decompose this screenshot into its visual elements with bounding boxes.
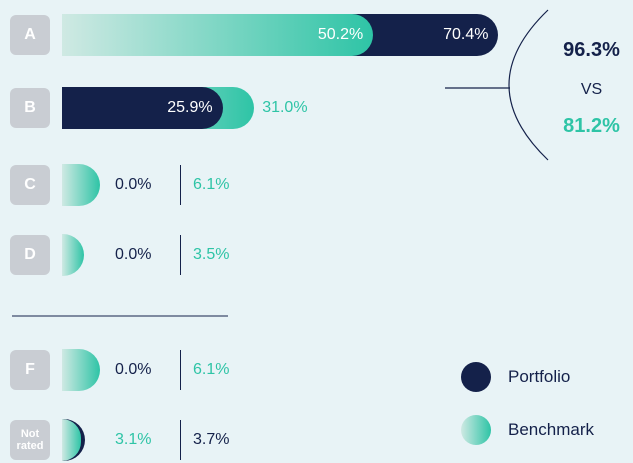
label-separator [180, 350, 181, 390]
summary-benchmark: 81.2% [563, 115, 620, 137]
bar [62, 234, 84, 276]
category-badge: A [10, 15, 50, 55]
value-label: 0.0% [115, 176, 152, 193]
summary-portfolio: 96.3% [563, 39, 620, 61]
bar [62, 419, 82, 461]
bar [62, 164, 100, 206]
category-badge: D [10, 235, 50, 275]
value-label: 25.9% [167, 99, 213, 116]
bar [62, 14, 374, 56]
category-badge: Not rated [10, 420, 50, 460]
bar [62, 349, 100, 391]
value-label: 0.0% [115, 361, 152, 378]
summary-arc [508, 9, 549, 161]
category-badge: B [10, 88, 50, 128]
label-separator [180, 165, 181, 205]
value-label: 50.2% [317, 26, 364, 43]
value-label: 6.1% [193, 361, 230, 378]
legend-swatch [461, 415, 491, 445]
label-separator [180, 235, 181, 275]
value-label: 0.0% [115, 246, 152, 263]
legend-label: Benchmark [508, 420, 594, 439]
value-label: 70.4% [443, 26, 489, 43]
category-badge: F [10, 350, 50, 390]
value-label: 3.7% [193, 431, 230, 448]
bar [62, 87, 223, 129]
legend-swatch [461, 362, 491, 392]
value-label: 3.1% [115, 431, 152, 448]
value-label: 3.5% [193, 246, 230, 263]
label-separator [180, 420, 181, 460]
category-badge: C [10, 165, 50, 205]
value-label: 6.1% [193, 176, 230, 193]
legend-label: Portfolio [508, 367, 571, 386]
value-label: 31.0% [262, 99, 308, 116]
summary-vs: VS [580, 81, 603, 98]
